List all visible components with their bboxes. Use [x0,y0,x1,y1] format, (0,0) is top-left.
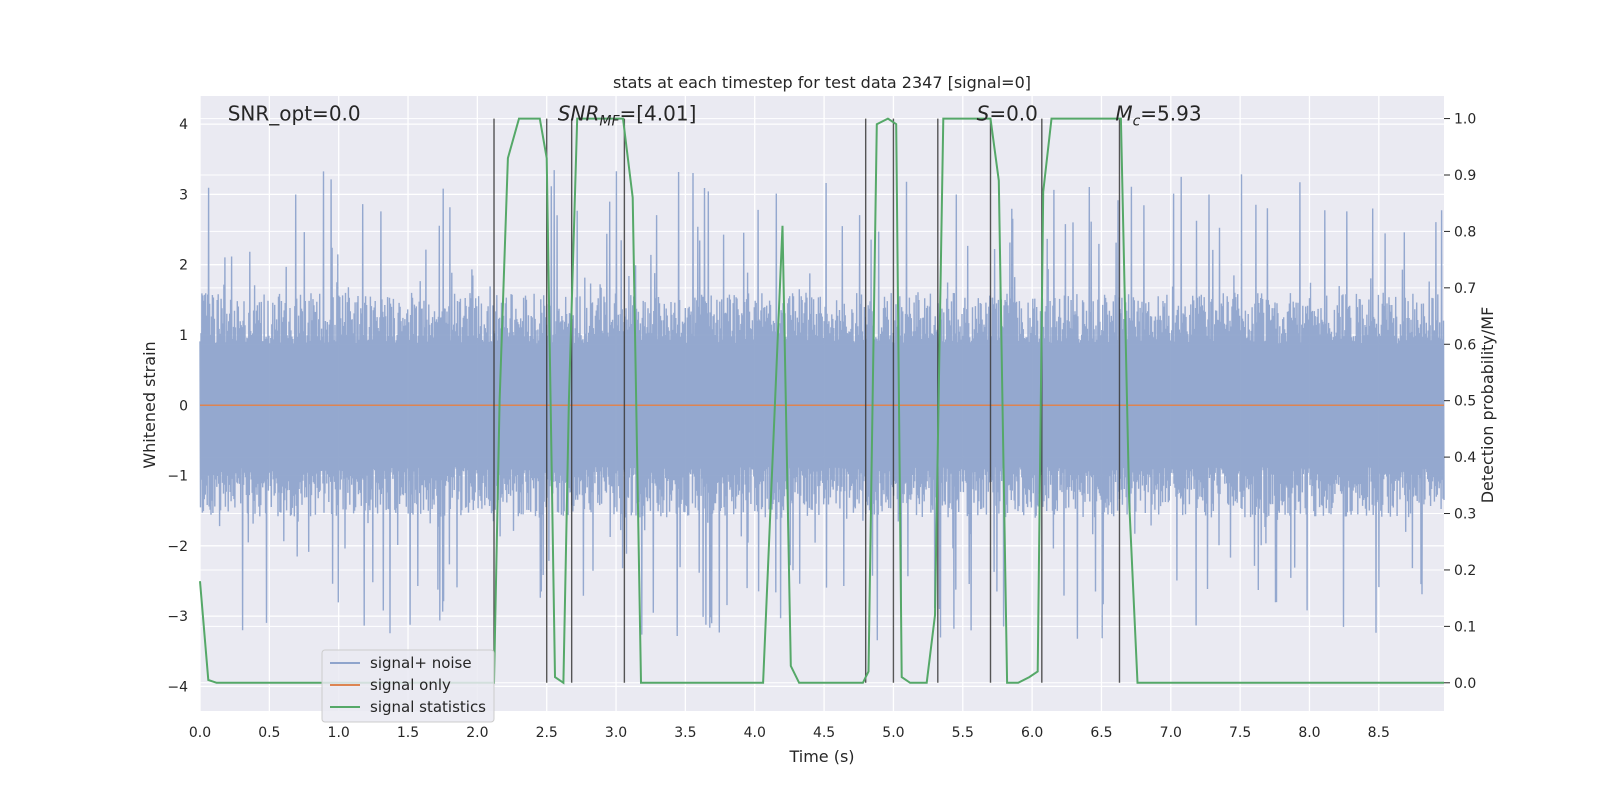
signal-noise-line [199,170,1445,641]
right-tick-label-2: 0.2 [1454,563,1476,579]
right-tick-label-0: 0.0 [1454,676,1476,692]
x-tick-label-16: 8.0 [1298,725,1320,741]
annotation-3: Mc=5.93 [1115,102,1201,130]
x-tick-label-0: 0.0 [189,725,211,741]
x-tick-label-5: 2.5 [536,725,558,741]
left-tick-label-5: 1 [179,328,188,344]
chart-title: stats at each timestep for test data 234… [613,73,1031,92]
left-axis-ticks: −4 −3 −2 −1 0 1 2 3 4 [167,117,188,695]
x-tick-label-3: 1.5 [397,725,419,741]
signal-noise-series [199,170,1445,641]
annotation-1: SNRMF=[4.01] [558,102,697,130]
legend-label-noise: signal+ noise [370,654,472,672]
x-tick-label-15: 7.5 [1229,725,1251,741]
left-tick-label-7: 3 [179,187,188,203]
right-tick-label-10: 1.0 [1454,112,1476,128]
x-tick-label-10: 5.0 [882,725,904,741]
right-tick-label-4: 0.4 [1454,450,1476,466]
right-axis-ticks: 0.0 0.1 0.2 0.3 0.4 0.5 0.6 0.7 0.8 0.9 1.0 [1444,112,1476,692]
right-tick-label-7: 0.7 [1454,281,1476,297]
right-axis-label: Detection probability/MF [1478,307,1497,504]
signal-statistics-line [199,117,1444,685]
x-tick-label-6: 3.0 [605,725,627,741]
annotations: SNR_opt=0.0 SNRMF=[4.01] S=0.0 Mc=5.93 [228,102,1202,130]
legend: signal+ noise signal only signal statist… [321,649,495,723]
x-tick-label-9: 4.5 [813,725,835,741]
x-tick-label-11: 5.5 [952,725,974,741]
left-tick-label-3: −1 [167,469,188,485]
left-tick-label-4: 0 [179,398,188,414]
right-tick-label-9: 0.9 [1454,168,1476,184]
x-tick-label-17: 8.5 [1368,725,1390,741]
left-tick-label-1: −3 [167,609,188,625]
legend-label-signal-only: signal only [370,676,451,694]
signal-statistics-series [199,117,1444,685]
right-tick-label-6: 0.6 [1454,337,1476,353]
right-tick-label-8: 0.8 [1454,224,1476,240]
legend-box [321,649,495,723]
annotation-2: S=0.0 [977,102,1038,126]
x-axis-ticks: 0.0 0.5 1.0 1.5 2.0 2.5 3.0 3.5 4.0 4.5 5.0 5.5 6.0 6… [189,725,1390,741]
x-tick-label-13: 6.5 [1090,725,1112,741]
x-tick-label-7: 3.5 [674,725,696,741]
x-tick-label-1: 0.5 [258,725,280,741]
left-tick-label-6: 2 [179,258,188,274]
right-tick-label-5: 0.5 [1454,394,1476,410]
x-tick-label-4: 2.0 [466,725,488,741]
left-axis-label: Whitened strain [140,341,159,468]
right-tick-label-1: 0.1 [1454,619,1476,635]
left-tick-label-8: 4 [179,117,188,133]
x-tick-label-14: 7.0 [1160,725,1182,741]
x-tick-label-12: 6.0 [1021,725,1043,741]
legend-label-statistics: signal statistics [370,698,486,716]
x-axis-label: Time (s) [788,747,854,766]
right-tick-label-3: 0.3 [1454,507,1476,523]
left-tick-label-2: −2 [167,539,188,555]
left-tick-label-0: −4 [167,679,188,695]
x-tick-label-2: 1.0 [328,725,350,741]
annotation-0: SNR_opt=0.0 [228,102,361,126]
x-tick-label-8: 4.0 [744,725,766,741]
